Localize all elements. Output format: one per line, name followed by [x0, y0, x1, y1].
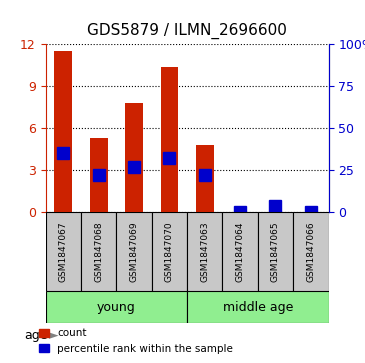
Text: GSM1847064: GSM1847064: [235, 222, 245, 282]
Text: ►: ►: [49, 329, 59, 342]
Legend: count, percentile rank within the sample: count, percentile rank within the sample: [34, 324, 237, 358]
Bar: [116, 212, 152, 291]
Bar: [46, 212, 81, 291]
Text: middle age: middle age: [223, 301, 293, 314]
Text: GSM1847065: GSM1847065: [271, 221, 280, 282]
Title: GDS5879 / ILMN_2696600: GDS5879 / ILMN_2696600: [87, 23, 287, 40]
Bar: [187, 212, 222, 291]
Text: GSM1847068: GSM1847068: [94, 221, 103, 282]
Bar: [152, 212, 187, 291]
Bar: [293, 212, 328, 291]
Bar: [187, 291, 328, 323]
Bar: [90, 138, 108, 212]
Bar: [222, 212, 258, 291]
Text: GSM1847069: GSM1847069: [130, 221, 139, 282]
Text: young: young: [97, 301, 136, 314]
Text: GSM1847063: GSM1847063: [200, 221, 209, 282]
Bar: [46, 291, 187, 323]
Text: GSM1847067: GSM1847067: [59, 221, 68, 282]
Bar: [258, 212, 293, 291]
Bar: [125, 103, 143, 212]
Text: age: age: [24, 329, 47, 342]
Bar: [54, 50, 72, 212]
Bar: [196, 145, 214, 212]
Text: GSM1847066: GSM1847066: [306, 221, 315, 282]
Bar: [161, 68, 178, 212]
Bar: [81, 212, 116, 291]
Text: GSM1847070: GSM1847070: [165, 221, 174, 282]
